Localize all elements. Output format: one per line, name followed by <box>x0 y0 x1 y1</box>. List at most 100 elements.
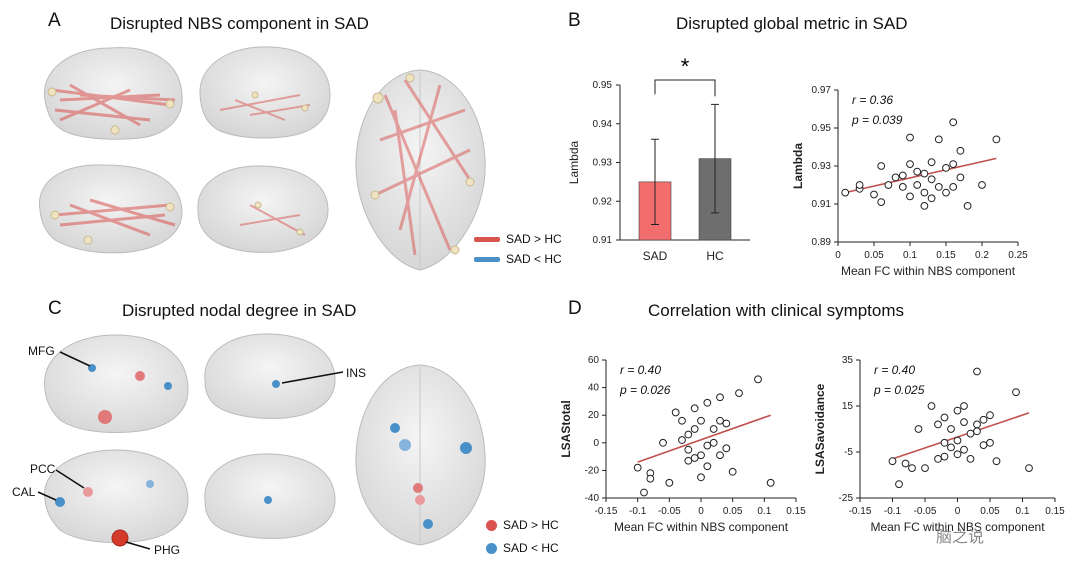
data-point <box>920 202 929 210</box>
node-blue-1 <box>164 382 172 390</box>
xtick-label: 0.05 <box>980 506 1000 517</box>
xtick-label: 0.1 <box>903 250 917 261</box>
data-point <box>877 198 886 207</box>
data-point <box>659 438 667 447</box>
bar-ytick-label: 0.94 <box>593 119 613 130</box>
data-point <box>966 455 975 463</box>
bar-ylabel: Lambda <box>567 140 581 184</box>
data-point <box>960 402 968 410</box>
data-point <box>906 133 914 142</box>
xtick-label: 0.15 <box>786 506 806 517</box>
ytick-label: -40 <box>585 493 600 504</box>
node-axial-5 <box>415 495 425 505</box>
ytick-label: 15 <box>842 401 854 412</box>
data-point <box>891 173 900 182</box>
data-point <box>992 457 1001 466</box>
data-point <box>920 169 929 178</box>
node-axial-4 <box>413 483 423 493</box>
legend-swatch-red <box>474 236 500 242</box>
data-point <box>953 406 962 415</box>
label-cal: CAL <box>12 485 36 499</box>
node-cal <box>55 497 65 507</box>
data-point <box>973 420 981 429</box>
ytick-label: -25 <box>839 493 854 504</box>
data-point <box>766 478 775 487</box>
brain-c-lateral-right <box>204 333 336 419</box>
stat-r: r = 0.36 <box>852 93 893 107</box>
legend-c-increase-label: SAD > HC <box>503 518 559 532</box>
data-point <box>841 188 850 197</box>
ytick-label: 0.93 <box>812 161 832 172</box>
xtick-label: 0 <box>955 506 961 517</box>
data-point <box>908 464 916 472</box>
data-point <box>633 463 642 472</box>
legend-c-decrease: SAD < HC <box>486 541 559 555</box>
data-point <box>966 429 975 438</box>
data-point <box>973 427 981 436</box>
data-point <box>678 416 686 425</box>
node-axial-1 <box>390 423 400 433</box>
xtick-label: 0 <box>835 250 841 261</box>
node-axial-3 <box>460 442 472 454</box>
data-point <box>940 452 949 461</box>
data-point <box>940 438 949 447</box>
ytick-label: 20 <box>588 410 600 421</box>
node-axial-6 <box>423 519 433 529</box>
panel-b-title: Disrupted global metric in SAD <box>676 14 908 33</box>
data-point <box>963 202 972 210</box>
node-red-2 <box>98 410 112 424</box>
data-point <box>697 416 705 425</box>
xtick-label: 0.05 <box>723 506 743 517</box>
data-point <box>690 454 699 462</box>
node-axial-2 <box>399 439 411 451</box>
data-point <box>895 480 903 489</box>
legend-a-decrease-label: SAD < HC <box>506 252 562 266</box>
node-blue-2 <box>146 480 154 488</box>
ytick-label: 35 <box>842 355 854 366</box>
data-point <box>646 474 655 483</box>
regression-line <box>637 414 771 463</box>
panel-c-letter: C <box>48 298 62 319</box>
label-mfg: MFG <box>28 344 55 358</box>
bar-category-label: HC <box>706 249 724 263</box>
data-point <box>947 425 955 433</box>
scatter-lambda-fc: 0.89 0.91 0.93 0.95 0.97 0 0.05 0.1 0.15 0.2 0.25 M… <box>791 85 1028 278</box>
data-point <box>920 188 929 197</box>
data-point <box>665 478 674 487</box>
data-point <box>956 173 965 182</box>
legend-swatch-blue <box>474 256 500 262</box>
data-point <box>722 444 731 453</box>
data-point <box>942 188 950 197</box>
ytick-label: -20 <box>585 465 600 476</box>
data-point <box>703 398 712 407</box>
stat-r: r = 0.40 <box>874 363 915 377</box>
data-point <box>898 171 907 180</box>
data-point <box>690 425 699 433</box>
brain-c-lateral-left <box>44 334 189 433</box>
xtick-label: 0.15 <box>1045 506 1065 517</box>
xtick-label: 0.15 <box>936 250 956 261</box>
ytick-label: 40 <box>588 383 600 394</box>
data-point <box>906 192 914 201</box>
legend-c-increase: SAD > HC <box>486 518 559 532</box>
data-point <box>927 402 936 410</box>
data-point <box>934 455 942 463</box>
data-point <box>986 438 994 447</box>
data-point <box>992 135 1001 144</box>
data-point <box>690 404 699 413</box>
ytick-label: 0.97 <box>812 85 832 96</box>
data-point <box>855 181 864 189</box>
y-axis-label: LSAStotal <box>559 400 573 457</box>
data-point <box>870 190 878 199</box>
data-point <box>877 162 886 170</box>
data-point <box>888 457 897 466</box>
xtick-label: 0.2 <box>975 250 989 261</box>
panel-a-letter: A <box>48 10 61 31</box>
data-point <box>960 445 968 454</box>
panel-c-title: Disrupted nodal degree in SAD <box>122 301 357 320</box>
data-point <box>716 416 724 425</box>
xtick-label: -0.15 <box>595 506 618 517</box>
bar-category-label: SAD <box>643 249 668 263</box>
ytick-label: 0 <box>593 438 599 449</box>
legend-dot-red <box>486 519 497 531</box>
